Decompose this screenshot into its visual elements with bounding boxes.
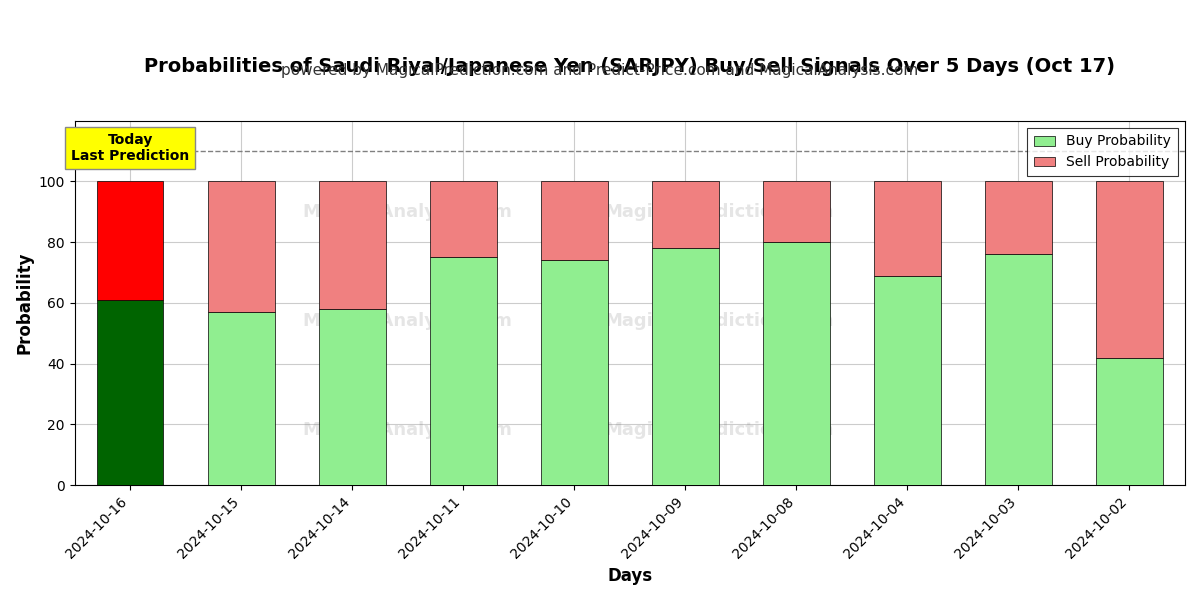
Text: MagicalPrediction.com: MagicalPrediction.com (604, 421, 834, 439)
Bar (430, 181, 497, 257)
Bar (97, 181, 163, 300)
Bar (541, 260, 607, 485)
Text: Today
Last Prediction: Today Last Prediction (71, 133, 190, 163)
Bar (652, 181, 719, 248)
X-axis label: Days: Days (607, 567, 653, 585)
Bar (319, 181, 385, 309)
Bar (1096, 358, 1163, 485)
Bar (652, 248, 719, 485)
Legend: Buy Probability, Sell Probability: Buy Probability, Sell Probability (1027, 128, 1178, 176)
Bar (319, 309, 385, 485)
Bar (208, 312, 275, 485)
Text: MagicalAnalysis.com: MagicalAnalysis.com (302, 421, 512, 439)
Bar (208, 181, 275, 312)
Bar (430, 257, 497, 485)
Text: MagicalPrediction.com: MagicalPrediction.com (604, 203, 834, 221)
Text: powered by MagicalPrediction.com and Predict-Price.com and MagicalAnalysis.com: powered by MagicalPrediction.com and Pre… (281, 63, 919, 78)
Text: MagicalPrediction.com: MagicalPrediction.com (604, 312, 834, 330)
Bar (763, 181, 829, 242)
Bar (97, 300, 163, 485)
Bar (985, 254, 1051, 485)
Y-axis label: Probability: Probability (16, 251, 34, 354)
Bar (874, 181, 941, 275)
Text: MagicalAnalysis.com: MagicalAnalysis.com (302, 312, 512, 330)
Bar (1096, 181, 1163, 358)
Bar (541, 181, 607, 260)
Bar (763, 242, 829, 485)
Text: MagicalAnalysis.com: MagicalAnalysis.com (302, 203, 512, 221)
Bar (985, 181, 1051, 254)
Title: Probabilities of Saudi Riyal/Japanese Yen (SARJPY) Buy/Sell Signals Over 5 Days : Probabilities of Saudi Riyal/Japanese Ye… (144, 57, 1115, 76)
Bar (874, 275, 941, 485)
